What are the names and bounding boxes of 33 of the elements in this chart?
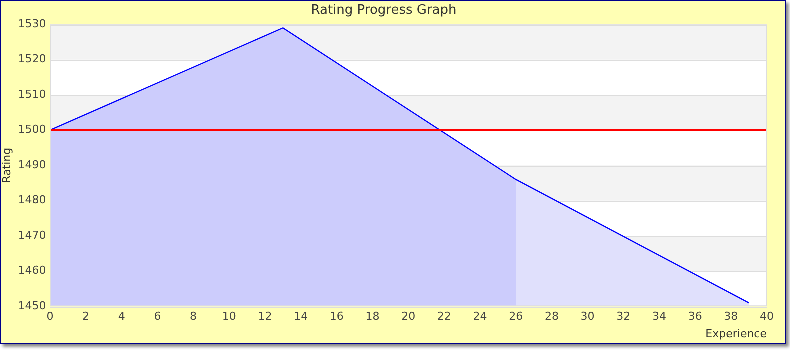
x-tick-label: 10: [222, 310, 236, 324]
y-tick-label: 1500: [18, 123, 46, 136]
x-tick-label: 30: [580, 310, 595, 324]
x-tick-label: 22: [437, 310, 452, 324]
x-tick-label: 0: [46, 310, 54, 324]
x-tick-label: 34: [652, 310, 666, 324]
x-tick-label: 16: [330, 310, 344, 324]
x-tick-label: 4: [118, 310, 126, 324]
chart-title: Rating Progress Graph: [311, 3, 457, 18]
x-tick-label: 38: [724, 310, 738, 324]
x-tick-label: 24: [473, 310, 488, 324]
x-tick-label: 18: [366, 310, 380, 324]
y-tick-label: 1510: [18, 88, 46, 101]
y-tick-label: 1470: [18, 228, 46, 242]
y-tick-label: 1460: [18, 264, 46, 278]
x-tick-label: 6: [154, 310, 162, 324]
x-tick-label: 8: [190, 310, 198, 324]
x-axis-title: Experience: [706, 327, 768, 340]
x-tick-label: 2: [82, 310, 90, 324]
x-tick-label: 20: [402, 310, 416, 324]
x-tick-label: 36: [688, 310, 702, 324]
y-tick-label: 1450: [18, 299, 46, 312]
y-tick-label: 1490: [18, 158, 46, 172]
x-tick-label: 28: [544, 310, 559, 324]
x-tick-label: 32: [616, 310, 631, 324]
x-tick-label: 40: [760, 310, 774, 324]
y-tick-label: 1480: [18, 194, 46, 207]
y-tick-label: 1530: [18, 17, 46, 30]
y-tick-label: 1520: [18, 52, 46, 66]
x-tick-label: 26: [509, 310, 524, 324]
x-tick-label: 12: [258, 310, 272, 324]
x-tick-label: 14: [294, 310, 308, 324]
y-axis-title: Rating: [0, 148, 14, 184]
